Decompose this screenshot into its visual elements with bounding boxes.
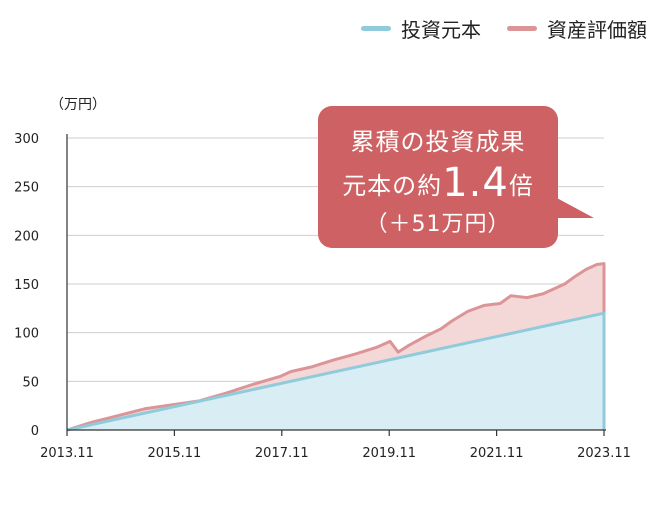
- x-tick-label-2013.11: 2013.11: [40, 446, 94, 461]
- legend: 投資元本 資産評価額: [361, 14, 647, 43]
- x-tick-label-2021.11: 2021.11: [470, 446, 524, 461]
- x-tick-label-2015.11: 2015.11: [148, 446, 202, 461]
- x-tick-label-2023.11: 2023.11: [577, 446, 631, 461]
- x-tick-label-2017.11: 2017.11: [255, 446, 309, 461]
- axes: [66, 134, 606, 436]
- callout-multiplier-prefix: 元本の約: [342, 172, 443, 200]
- callout-multiplier: 元本の約1.4倍: [318, 160, 558, 206]
- value-swatch: [507, 26, 537, 31]
- result-callout: 累積の投資成果 元本の約1.4倍 （＋51万円）: [318, 106, 558, 248]
- callout-multiplier-suffix: 倍: [508, 172, 534, 200]
- y-tick-label-200: 200: [14, 229, 39, 244]
- legend-label-value: 資産評価額: [547, 18, 647, 42]
- y-tick-label-250: 250: [14, 181, 39, 196]
- chart-areas: [66, 262, 606, 432]
- y-tick-label-150: 150: [14, 278, 39, 293]
- principal-line: [66, 311, 606, 432]
- callout-multiplier-value: 1.4: [442, 160, 509, 206]
- y-tick-label-50: 50: [22, 375, 39, 390]
- legend-item-principal: 投資元本: [361, 14, 481, 43]
- y-tick-label-300: 300: [14, 132, 39, 147]
- principal-swatch: [361, 26, 391, 31]
- callout-title: 累積の投資成果: [350, 128, 526, 156]
- x-tick-label-2019.11: 2019.11: [362, 446, 416, 461]
- callout-gain: （＋51万円）: [365, 212, 511, 237]
- y-axis-unit-label: （万円）: [50, 97, 106, 113]
- tick-labels: 0 50 100 150 200 250 300 2013.11 2015.11 2017.11 2…: [14, 132, 631, 461]
- legend-label-principal: 投資元本: [401, 18, 481, 42]
- y-tick-label-0: 0: [31, 424, 39, 439]
- legend-item-value: 資産評価額: [507, 14, 647, 43]
- y-tick-label-100: 100: [14, 327, 39, 342]
